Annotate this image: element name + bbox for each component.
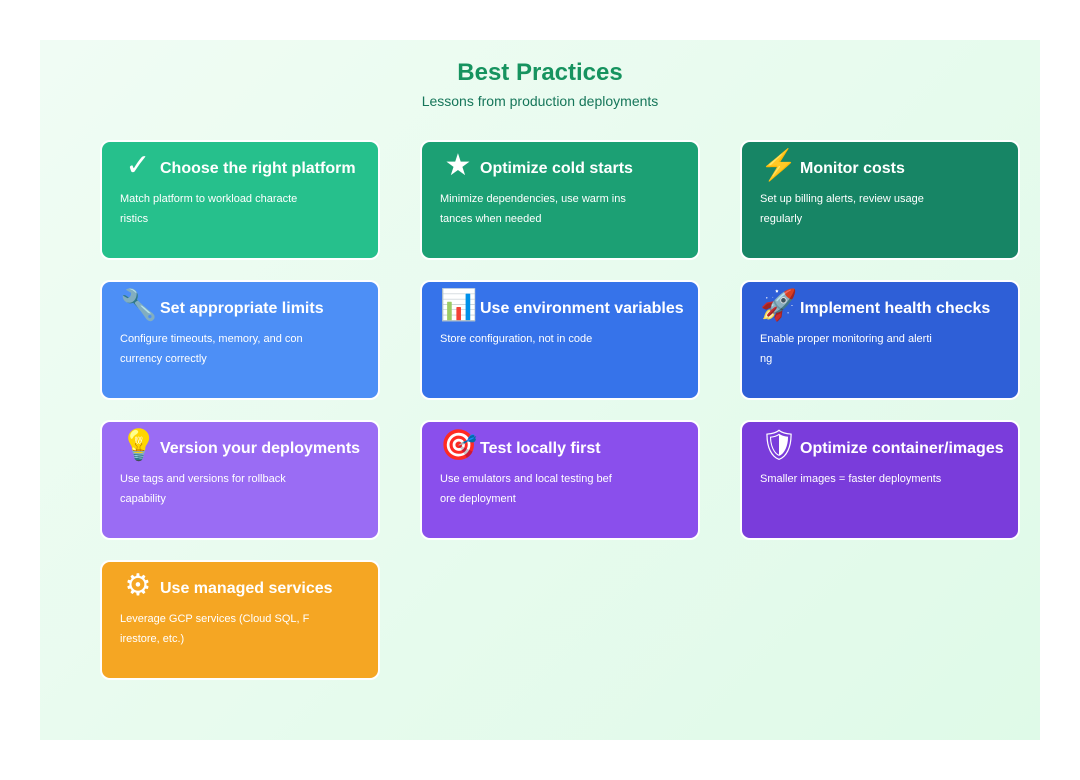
- star-icon: ★: [444, 149, 472, 182]
- description-line: Smaller images = faster deployments: [760, 473, 942, 485]
- gear-icon: ⚙: [124, 569, 152, 602]
- description-line: ristics: [120, 213, 149, 225]
- practice-card: ⚡ Monitor costs Set up billing alerts, r…: [740, 140, 1020, 260]
- card-title: Monitor costs: [800, 160, 905, 177]
- card-title: Optimize container/images: [800, 440, 1004, 457]
- card-title: Set appropriate limits: [160, 300, 324, 317]
- card-title: Use managed services: [160, 580, 333, 597]
- practice-card: 🚀 Implement health checks Enable proper …: [740, 280, 1020, 400]
- card-description: Set up billing alerts, review usage regul…: [760, 189, 924, 229]
- practice-card: 📊 Use environment variables Store config…: [420, 280, 700, 400]
- card-title: Optimize cold starts: [480, 160, 633, 177]
- card-description: Smaller images = faster deployments: [760, 469, 941, 489]
- description-line: Use emulators and local testing bef: [440, 473, 612, 485]
- lightbulb-icon: 💡: [120, 429, 158, 462]
- checkmark-icon: ✓: [125, 149, 151, 182]
- shield-icon: 🛡: [760, 429, 799, 462]
- card-title: Choose the right platform: [160, 160, 356, 177]
- description-line: Set up billing alerts, review usage: [760, 193, 924, 205]
- target-icon: 🎯: [440, 429, 478, 462]
- description-line: Minimize dependencies, use warm ins: [440, 193, 626, 205]
- description-line: Leverage GCP services (Cloud SQL, F: [120, 613, 310, 625]
- practice-card: 🔧 Set appropriate limits Configure timeo…: [100, 280, 380, 400]
- card-description: Store configuration, not in code: [440, 329, 592, 349]
- wrench-icon: 🔧: [120, 289, 158, 322]
- card-description: Match platform to workload characte risti…: [120, 189, 297, 229]
- description-line: regularly: [760, 213, 803, 225]
- description-line: Store configuration, not in code: [440, 333, 593, 345]
- description-line: ng: [760, 353, 773, 365]
- description-line: capability: [120, 493, 166, 505]
- bar-chart-icon: 📊: [440, 289, 478, 322]
- card-description: Configure timeouts, memory, and con curre…: [120, 329, 303, 369]
- description-line: Match platform to workload characte: [120, 193, 298, 205]
- card-description: Enable proper monitoring and alerti ng: [760, 329, 932, 369]
- description-line: ore deployment: [440, 493, 516, 505]
- best-practices-panel: Best Practices Lessons from production d…: [40, 40, 1040, 740]
- practice-card: 💡 Version your deployments Use tags and …: [100, 420, 380, 540]
- practice-card: ★ Optimize cold starts Minimize dependen…: [420, 140, 700, 260]
- description-line: Configure timeouts, memory, and con: [120, 333, 303, 345]
- description-line: currency correctly: [120, 353, 207, 365]
- rocket-icon: 🚀: [760, 289, 798, 322]
- lightning-icon: ⚡: [760, 149, 798, 182]
- card-title: Use environment variables: [480, 300, 684, 317]
- card-description: Leverage GCP services (Cloud SQL, F irest…: [120, 609, 309, 649]
- description-line: irestore, etc.): [120, 633, 185, 645]
- card-title: Version your deployments: [160, 440, 361, 457]
- description-line: Enable proper monitoring and alerti: [760, 333, 932, 345]
- practice-card: ⚙ Use managed services Leverage GCP serv…: [100, 560, 380, 680]
- practice-card: ✓ Choose the right platform Match platfo…: [100, 140, 380, 260]
- page-subtitle: Lessons from production deployments: [421, 93, 659, 109]
- card-description: Minimize dependencies, use warm ins tance…: [440, 189, 626, 229]
- practice-card: 🛡 Optimize container/images Smaller imag…: [740, 420, 1020, 540]
- description-line: Use tags and versions for rollback: [120, 473, 286, 485]
- description-line: tances when needed: [440, 213, 542, 225]
- practice-card: 🎯 Test locally first Use emulators and l…: [420, 420, 700, 540]
- card-title: Implement health checks: [800, 300, 991, 317]
- card-description: Use emulators and local testing bef ore d…: [440, 469, 612, 509]
- card-description: Use tags and versions for rollback capabi…: [120, 469, 286, 509]
- page-title: Best Practices: [457, 59, 623, 86]
- card-title: Test locally first: [480, 440, 601, 457]
